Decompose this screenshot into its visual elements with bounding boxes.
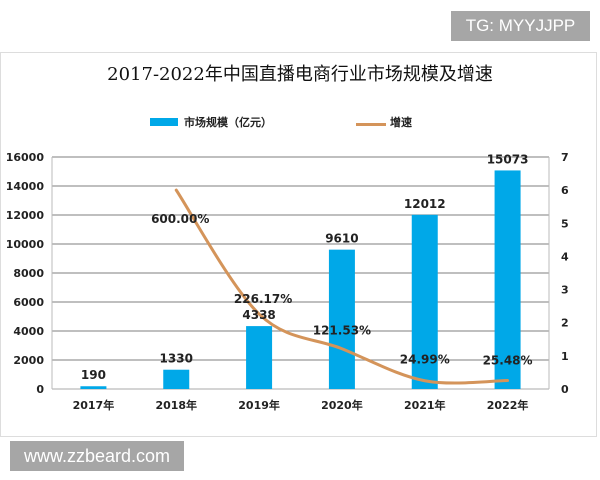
legend-line-swatch bbox=[356, 123, 386, 126]
growth-line bbox=[174, 188, 510, 385]
bar-value-label: 15073 bbox=[487, 152, 529, 166]
line-value-label: 600.00% bbox=[151, 212, 209, 226]
y-right-tick-label: 2 bbox=[561, 317, 569, 330]
bar bbox=[328, 249, 355, 389]
bar bbox=[163, 369, 190, 389]
legend-bar-label: 市场规模（亿元） bbox=[184, 115, 272, 129]
bar bbox=[246, 326, 273, 389]
watermark-bottom: www.zzbeard.com bbox=[10, 441, 184, 471]
chart-title: 2017-2022年中国直播电商行业市场规模及增速 bbox=[107, 64, 493, 85]
legend-line-label: 增速 bbox=[390, 115, 412, 129]
y-left-tick-label: 16000 bbox=[6, 151, 45, 164]
y-left-tick-label: 10000 bbox=[6, 238, 45, 251]
legend-bar-swatch bbox=[150, 118, 178, 126]
y-left-tick-label: 12000 bbox=[6, 209, 45, 222]
x-tick-label: 2020年 bbox=[321, 398, 363, 412]
line-value-label: 25.48% bbox=[483, 354, 533, 368]
bar-value-label: 190 bbox=[81, 368, 106, 382]
y-right-tick-label: 7 bbox=[561, 151, 569, 164]
bar-value-label: 9610 bbox=[325, 232, 358, 246]
line-value-label: 24.99% bbox=[400, 353, 450, 367]
y-right-tick-label: 6 bbox=[561, 184, 569, 197]
y-left-tick-label: 2000 bbox=[13, 354, 44, 367]
y-right-tick-label: 5 bbox=[561, 217, 569, 230]
y-right-tick-label: 4 bbox=[561, 250, 569, 263]
watermark-top: TG: MYYJJPP bbox=[451, 11, 590, 41]
bar-value-label: 12012 bbox=[404, 197, 446, 211]
y-right-tick-label: 3 bbox=[561, 284, 569, 297]
bar-value-label: 4338 bbox=[242, 308, 275, 322]
x-tick-label: 2019年 bbox=[238, 398, 280, 412]
x-tick-label: 2022年 bbox=[487, 398, 529, 412]
y-left-tick-label: 0 bbox=[36, 383, 44, 396]
chart-frame bbox=[0, 52, 597, 437]
y-left-tick-label: 8000 bbox=[13, 267, 44, 280]
bar bbox=[411, 214, 438, 389]
line-value-label: 226.17% bbox=[234, 292, 292, 306]
bar bbox=[80, 386, 107, 389]
y-left-tick-label: 14000 bbox=[6, 180, 45, 193]
x-tick-label: 2021年 bbox=[404, 398, 446, 412]
y-left-tick-label: 4000 bbox=[13, 325, 44, 338]
x-tick-label: 2017年 bbox=[73, 398, 115, 412]
x-tick-label: 2018年 bbox=[155, 398, 197, 412]
bar-value-label: 1330 bbox=[160, 352, 193, 366]
bar bbox=[494, 170, 521, 389]
y-right-tick-label: 0 bbox=[561, 383, 569, 396]
line-value-label: 121.53% bbox=[313, 324, 371, 338]
y-left-tick-label: 6000 bbox=[13, 296, 44, 309]
y-right-tick-label: 1 bbox=[561, 350, 569, 363]
